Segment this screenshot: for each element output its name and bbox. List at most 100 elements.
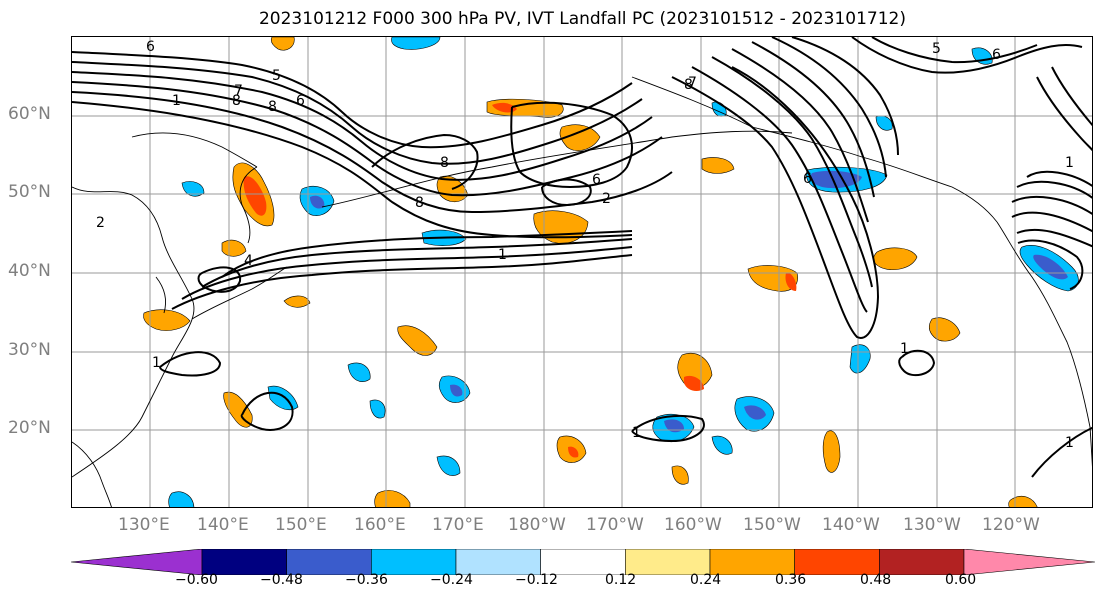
map-panel: 6 5 6 7 8 8 1 6 2 4 2 1 8 8 6 7 1 1 1 1 … [71,36,1093,508]
coast-asia [72,186,195,478]
anomaly-positive-16 [1008,496,1038,507]
contour-label: 8 [440,155,449,171]
anomaly-positive-8 [873,247,918,270]
coast-philippines [72,441,112,507]
lat-label: 50°N [8,182,51,202]
pv-contour-24 [1011,211,1092,233]
lon-label: 130°E [118,515,170,535]
contour-label: 6 [296,93,305,109]
contour-labels: 6 5 6 7 8 8 1 6 2 4 2 1 8 8 6 7 1 1 1 1 … [96,39,1074,451]
contour-label: 6 [803,171,812,187]
contour-label: 7 [688,75,697,91]
pv-contour-26 [1017,239,1084,290]
contour-label: 5 [932,41,941,57]
contour-label: 1 [632,425,641,441]
pv-contour-29 [631,414,705,443]
lon-label: 120°W [982,515,1040,535]
anomaly-positive-9 [822,430,841,473]
coast-na-west [996,221,1092,466]
pv-contour-23 [1011,195,1092,215]
contour-label: 8 [415,195,424,211]
lon-label: 170°E [432,515,484,535]
pv-contour-9 [181,246,633,300]
pv-contour-8 [201,238,633,288]
lat-label: 20°N [8,418,51,438]
anomaly-positive-5 [397,325,438,356]
pv-contour-13 [691,66,868,313]
lon-label: 150°W [743,515,801,535]
pv-contour-15 [731,48,869,223]
lon-label: 140°E [197,515,249,535]
lon-label: 160°W [664,515,722,535]
pv-contour-19 [851,37,1083,74]
anomaly-negative-9 [347,362,371,382]
contour-label: 1 [1065,435,1074,451]
pv-contour-14 [711,56,873,288]
anomaly-strong-negative-5 [664,419,684,433]
colorbar-swatch [879,549,965,575]
pv-contour-16 [751,41,875,198]
colorbar-boxes [71,549,1095,575]
lon-label: 130°W [903,515,961,535]
pv-contour-25 [1016,228,1092,248]
pv-contour-12 [671,66,880,339]
anomaly-strong-10 [568,446,579,458]
colorbar-tick: 0.24 [690,572,722,588]
anomaly-strong-7 [785,272,797,291]
pv-contour-6 [72,51,633,149]
pv-contour-30 [898,349,936,377]
colorbar [71,549,1095,575]
contour-label: 6 [592,172,601,188]
contour-label: 7 [234,83,243,99]
contour-label: 8 [232,93,241,109]
colorbar-tick: −0.36 [345,572,388,588]
lon-label: 180°W [508,515,566,535]
contour-label: 5 [272,68,281,84]
pv-contour-22 [1016,180,1092,199]
contour-label: 2 [96,215,105,231]
pv-contour-2 [72,91,673,214]
contour-label: 1 [900,341,909,357]
coastlines [72,76,1092,507]
colorbar-swatch [540,549,626,575]
coast-korea [155,276,167,314]
anomaly-positive-15 [283,295,311,308]
anomaly-negative-16 [391,37,441,50]
lon-label: 150°E [275,515,327,535]
anomaly-negative-13 [711,435,733,455]
pv-contour-11 [197,266,242,293]
anomaly-positive-11 [374,490,411,507]
pv-contour-20 [871,37,1038,64]
lat-label: 60°N [8,104,51,124]
anomaly-positive-18 [221,239,247,257]
coast-japan [191,266,288,320]
colorbar-swatch [709,549,795,575]
pv-contour-5 [72,61,643,165]
pv-contour-21 [1026,170,1092,187]
colorbar-tick: −0.12 [515,572,558,588]
pv-contour-34 [1051,66,1092,127]
colorbar-tick: 0.36 [775,572,807,588]
graticule [72,37,1092,507]
anomaly-positive-19 [671,465,689,485]
coast-aleutians [321,130,793,208]
pv-contour-3 [72,81,663,197]
anomaly-positive-14 [143,309,191,331]
anomaly-positive-20 [270,37,295,51]
contour-label: 8 [268,99,277,115]
pv-contour-31 [371,133,479,190]
anomaly-negative-17 [168,491,195,507]
pv-contours [72,37,1092,478]
pv-contour-36 [1031,426,1092,478]
anomaly-positive-2 [533,210,589,244]
colorbar-tick: 0.48 [860,572,892,588]
anomaly-positive-3 [559,124,601,151]
lat-label: 30°N [8,340,51,360]
pv-contour-4 [72,71,653,181]
anomaly-strong-negative-2 [310,195,325,209]
anomaly-strong-6 [684,375,704,391]
anomaly-positive-17 [701,157,735,174]
contour-label: 1 [1065,155,1074,171]
anomaly-positive-12 [223,391,253,428]
contour-label: 1 [498,247,507,263]
